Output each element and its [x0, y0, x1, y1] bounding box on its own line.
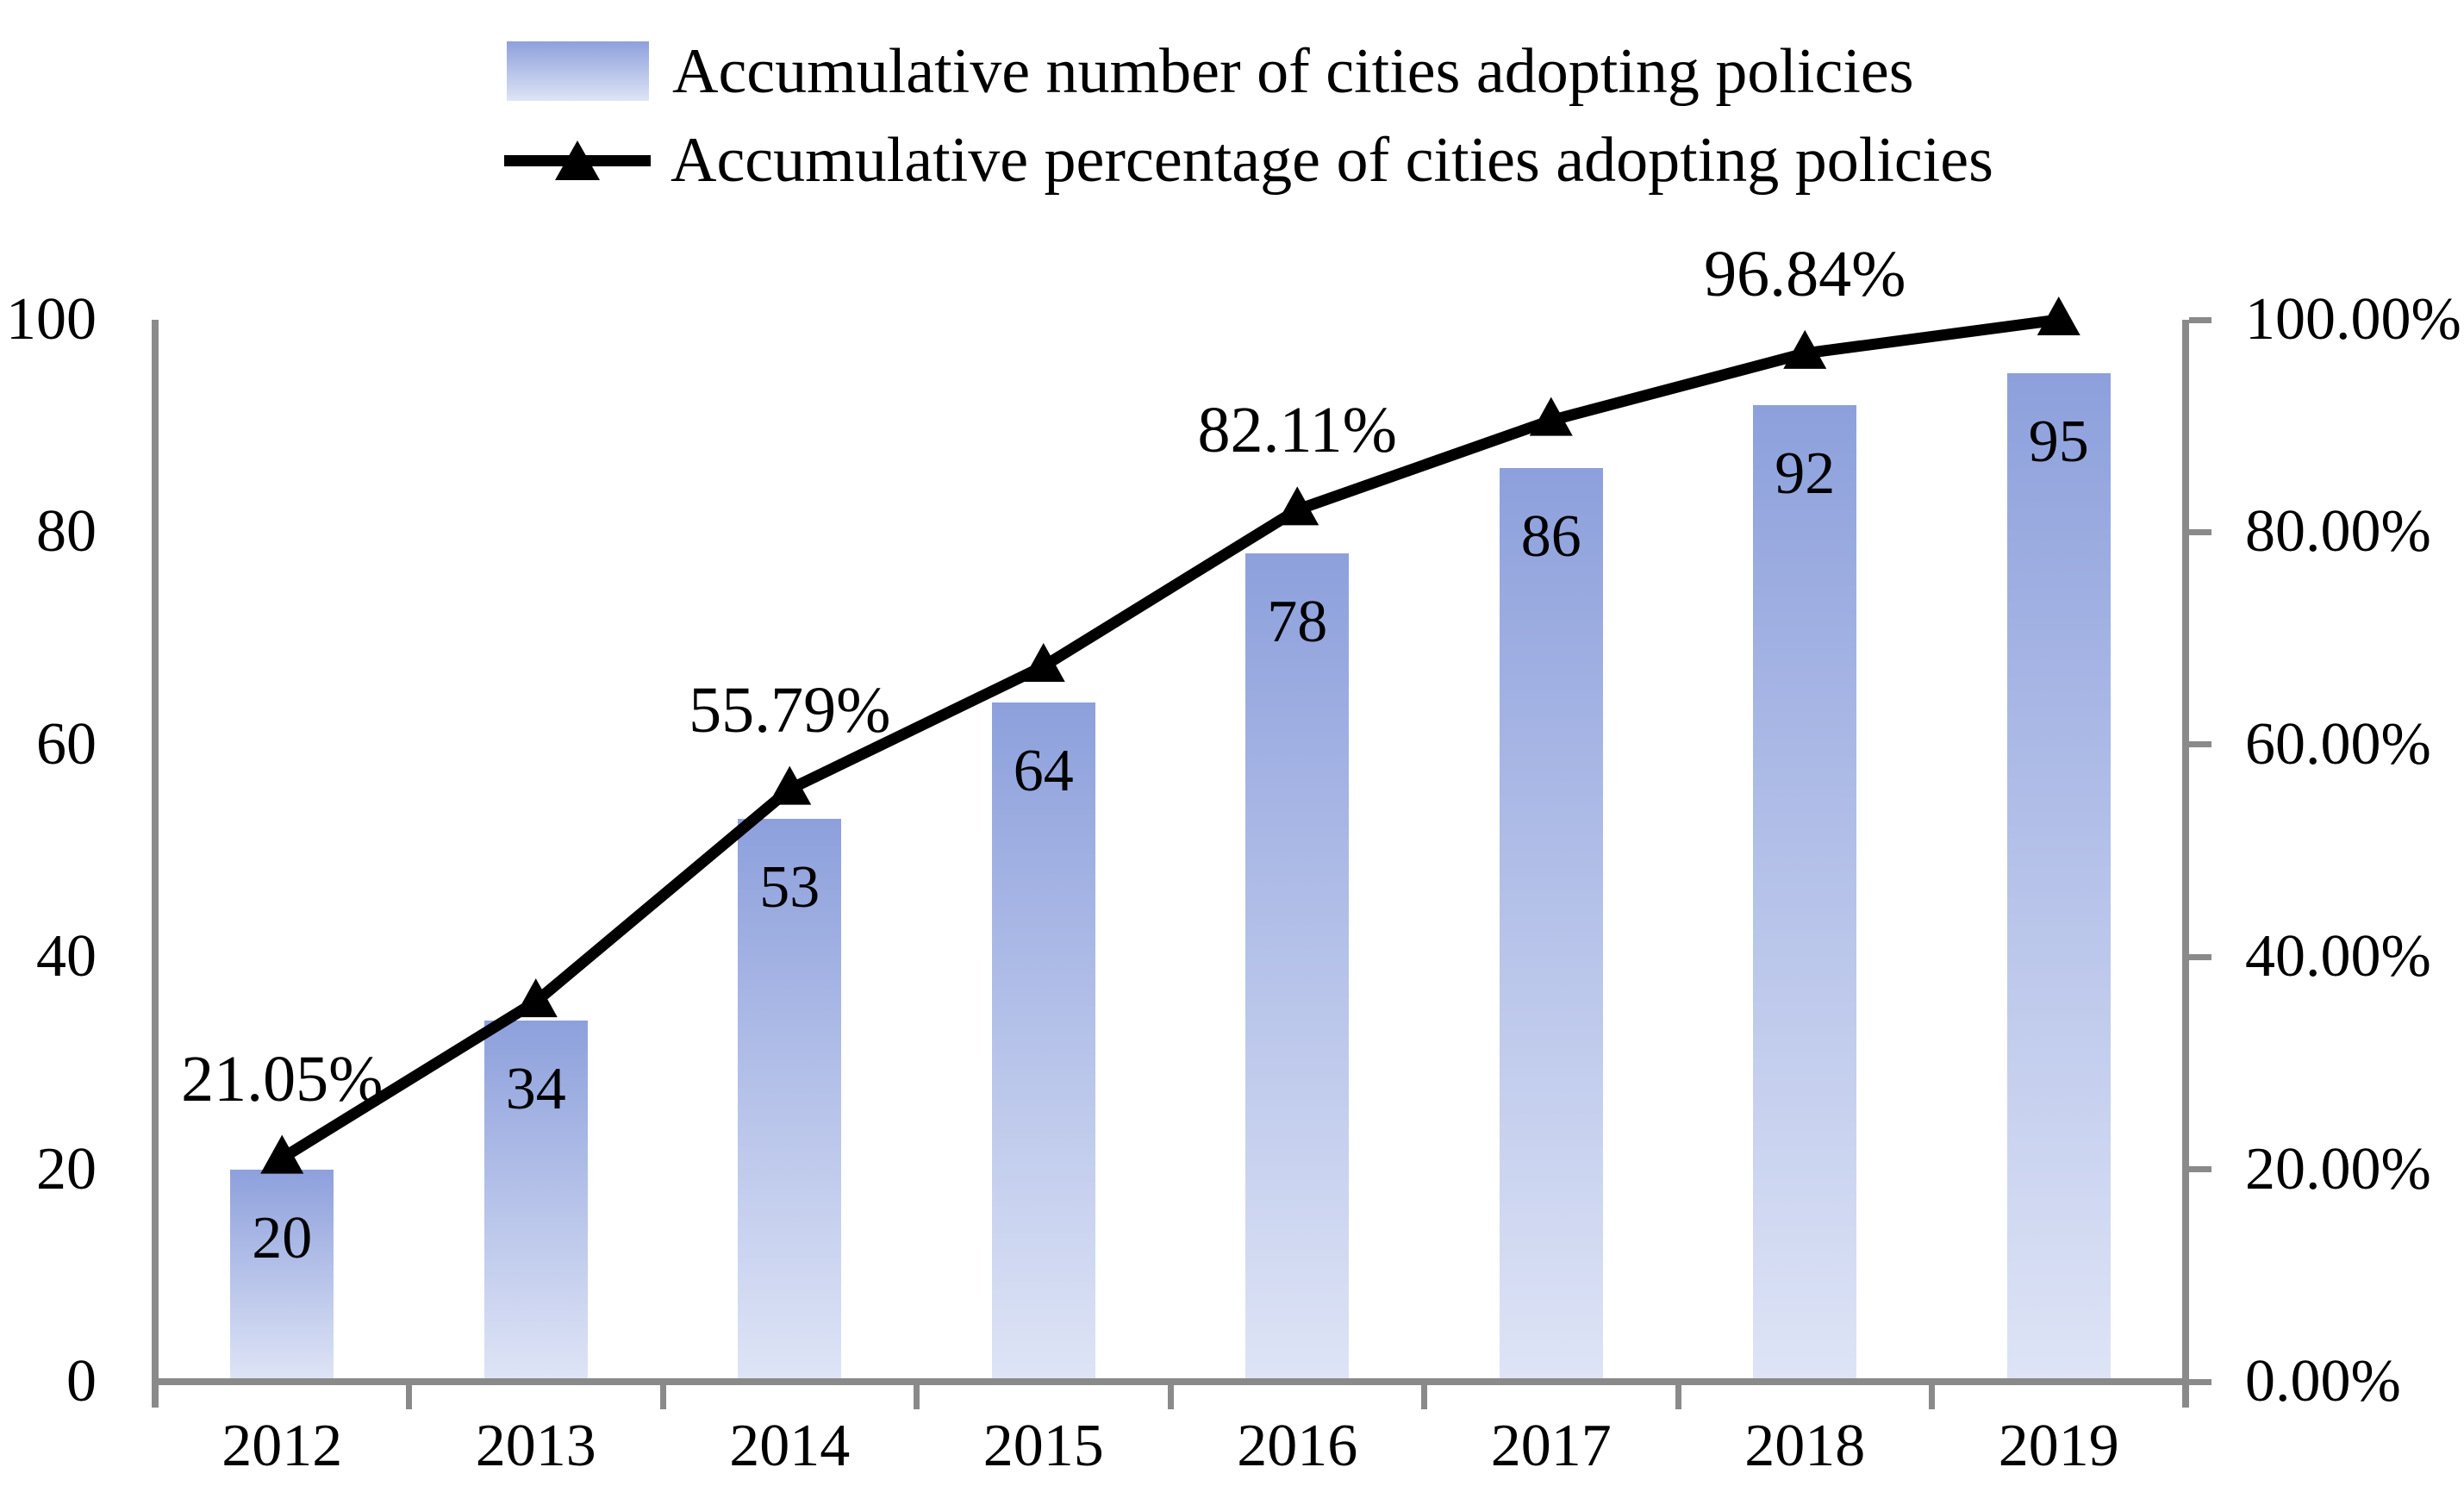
bar-series-swatch — [507, 41, 649, 101]
bar-value-label: 86 — [1520, 503, 1581, 571]
bar — [2006, 372, 2111, 1378]
right-axis-tick-label: 60.00% — [2245, 710, 2431, 777]
pct-point-label: 55.79% — [689, 673, 891, 746]
left-axis-tick-label: 80 — [36, 498, 97, 565]
triangle-marker-icon — [1783, 329, 1827, 369]
bar-value-label: 95 — [2028, 408, 2089, 475]
right-axis-tick-label: 100.00% — [2245, 286, 2461, 353]
x-axis-tick-label: 2014 — [729, 1413, 851, 1479]
x-axis-tick — [406, 1385, 412, 1409]
x-axis-tick-label: 2019 — [1998, 1413, 2119, 1479]
right-axis-tick-label: 80.00% — [2245, 498, 2431, 565]
bar — [1753, 404, 1857, 1378]
right-axis-tick-label: 0.00% — [2245, 1348, 2401, 1414]
right-axis-tick — [2189, 1378, 2211, 1385]
x-axis-tick — [1675, 1385, 1681, 1409]
x-axis-tick-label: 2018 — [1744, 1413, 1866, 1479]
bar-value-label: 78 — [1267, 589, 1328, 656]
pct-point-label: 82.11% — [1197, 394, 1398, 467]
x-axis-tick — [1167, 1385, 1174, 1409]
x-axis — [152, 1378, 2189, 1385]
left-axis-tick-label: 60 — [36, 710, 97, 777]
right-axis-tick — [2189, 316, 2211, 323]
triangle-marker-icon — [1529, 396, 1573, 436]
bar-value-label: 64 — [1013, 737, 1074, 804]
legend-item-line: Accumulative percentage of cities adopti… — [504, 128, 1993, 192]
bar — [1499, 468, 1603, 1378]
bar-value-label: 20 — [252, 1204, 313, 1271]
x-axis-tick — [659, 1385, 666, 1409]
triangle-marker-icon — [260, 1134, 304, 1174]
bar — [230, 1169, 334, 1378]
right-axis-tick — [2189, 528, 2211, 535]
x-axis-tick — [1929, 1385, 1935, 1409]
legend-label-bars: Accumulative number of cities adopting p… — [672, 35, 1914, 107]
x-axis-tick — [1421, 1385, 1427, 1409]
y-axis-right — [2182, 320, 2189, 1408]
left-axis-tick-label: 100 — [6, 286, 97, 353]
x-axis-tick-label: 2012 — [221, 1413, 343, 1479]
right-axis-tick — [2189, 953, 2211, 960]
x-axis-tick-label: 2015 — [982, 1413, 1104, 1479]
y-axis-left — [152, 320, 159, 1408]
triangle-marker-icon — [514, 978, 558, 1018]
x-axis-tick-label: 2013 — [475, 1413, 596, 1479]
x-axis-tick — [914, 1385, 920, 1409]
right-axis-tick — [2189, 741, 2211, 748]
triangle-marker-icon — [2037, 297, 2080, 335]
pct-point-label: 96.84% — [1704, 237, 1906, 310]
legend-item-bars: Accumulative number of cities adopting p… — [507, 35, 1914, 107]
pct-point-label: 21.05% — [181, 1042, 384, 1115]
right-axis-tick-label: 40.00% — [2245, 923, 2431, 990]
right-axis-tick — [2189, 1166, 2211, 1173]
triangle-marker-icon — [1021, 643, 1065, 683]
bar-value-label: 92 — [1775, 440, 1836, 507]
bar-value-label: 34 — [505, 1056, 566, 1123]
triangle-marker-icon — [768, 765, 812, 805]
legend-label-line: Accumulative percentage of cities adopti… — [671, 125, 1993, 196]
triangle-marker-icon — [555, 140, 600, 180]
bar — [1245, 553, 1350, 1378]
line-series-swatch — [504, 140, 651, 180]
left-axis-tick-label: 0 — [66, 1348, 97, 1414]
left-axis-tick-label: 20 — [36, 1135, 97, 1202]
left-axis-tick-label: 40 — [36, 923, 97, 990]
triangle-marker-icon — [1276, 486, 1319, 526]
x-axis-tick-label: 2016 — [1237, 1413, 1358, 1479]
x-axis-tick-label: 2017 — [1490, 1413, 1612, 1479]
right-axis-tick-label: 20.00% — [2245, 1135, 2431, 1202]
bar-value-label: 53 — [759, 854, 820, 921]
